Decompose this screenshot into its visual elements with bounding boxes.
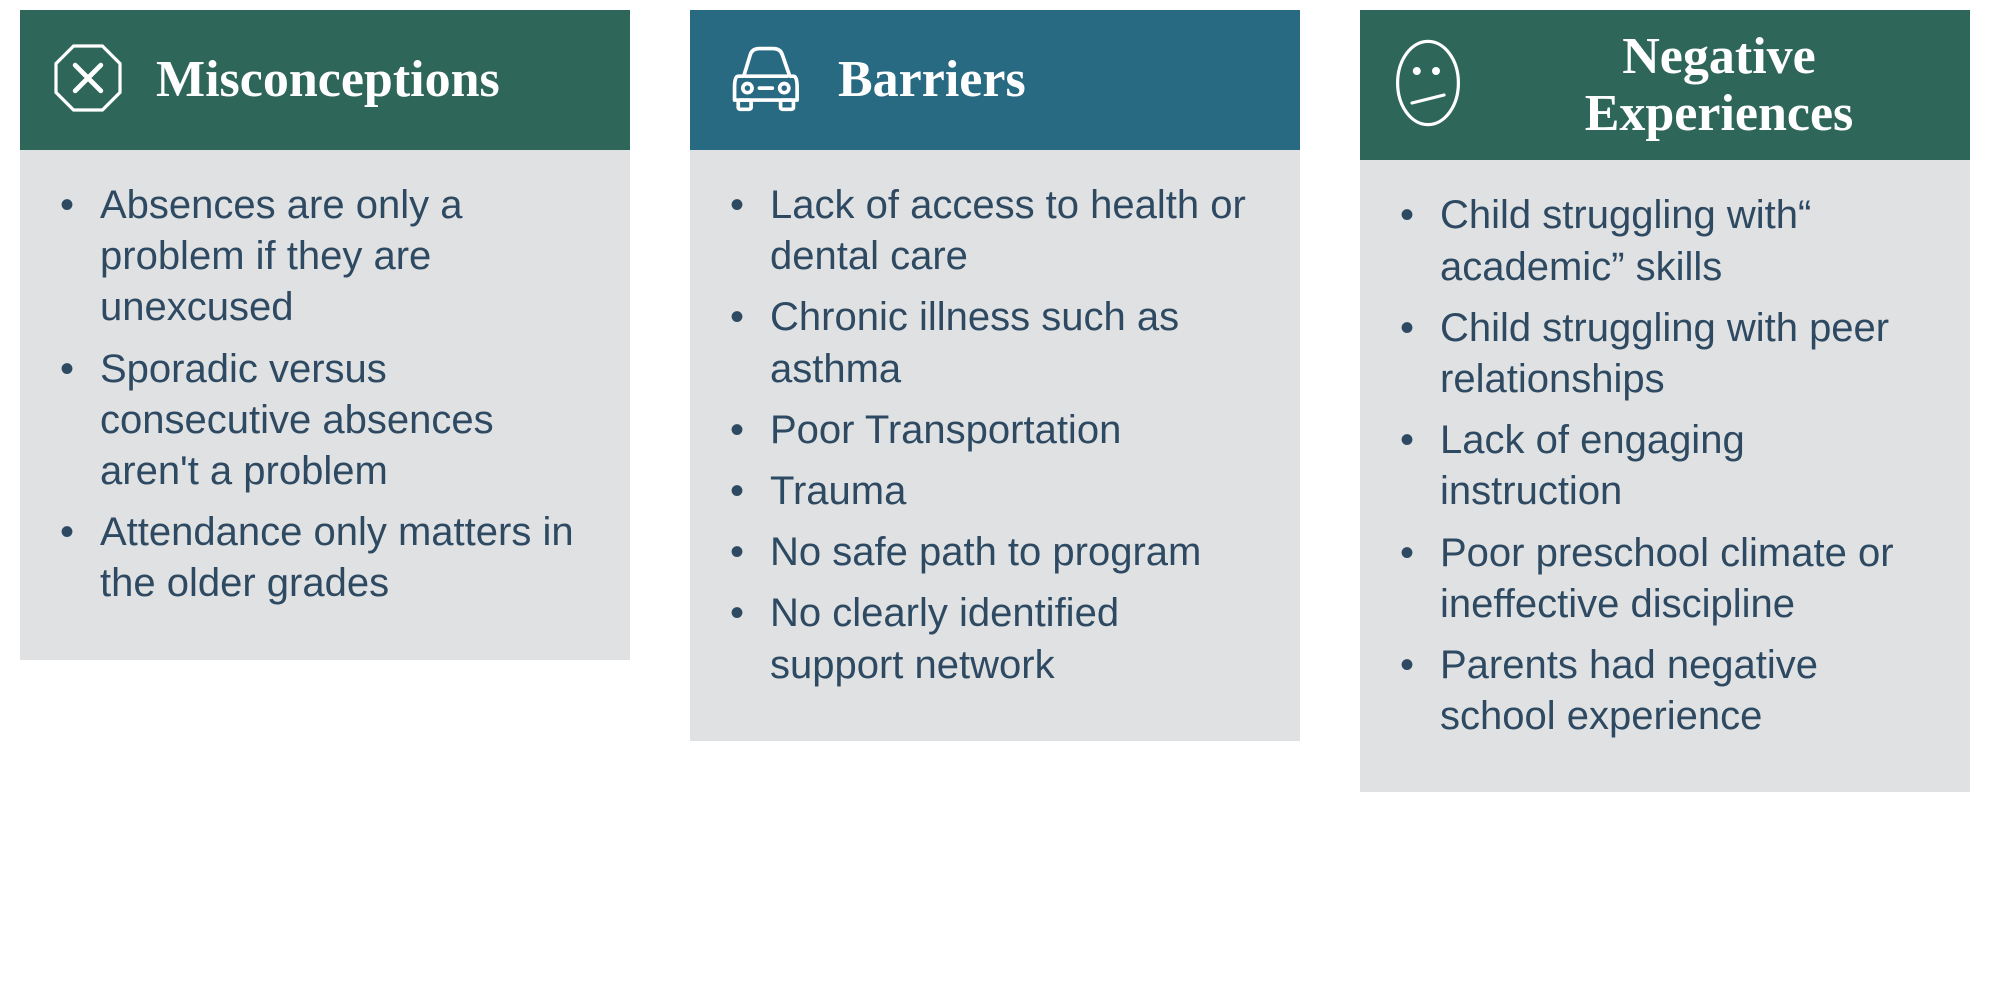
card-header-barriers: Barriers [690, 10, 1300, 150]
card-misconceptions: Misconceptions Absences are only a probl… [20, 10, 630, 660]
list-item: Sporadic versus consecutive absences are… [60, 344, 590, 498]
list-item: Attendance only matters in the older gra… [60, 507, 590, 609]
list-negative-experiences: Child struggling with“ academic” skills … [1400, 190, 1930, 742]
list-item: Child struggling with“ academic” skills [1400, 190, 1930, 292]
card-barriers: Barriers Lack of access to health or den… [690, 10, 1300, 741]
x-badge-icon [48, 38, 128, 123]
list-item: Chronic illness such as asthma [730, 292, 1260, 394]
card-negative-experiences: Negative Experiences Child struggling wi… [1360, 10, 1970, 792]
list-item: Parents had negative school experience [1400, 640, 1930, 742]
card-body-barriers: Lack of access to health or dental care … [690, 150, 1300, 741]
list-item: Trauma [730, 466, 1260, 517]
card-header-misconceptions: Misconceptions [20, 10, 630, 150]
card-title-negative-experiences: Negative Experiences [1496, 28, 1942, 142]
car-icon [718, 32, 810, 129]
list-item: Absences are only a problem if they are … [60, 180, 590, 334]
list-misconceptions: Absences are only a problem if they are … [60, 180, 590, 610]
card-body-misconceptions: Absences are only a problem if they are … [20, 150, 630, 660]
list-item: No clearly identified support network [730, 588, 1260, 690]
list-item: Poor preschool climate or ineffective di… [1400, 528, 1930, 630]
columns-container: Misconceptions Absences are only a probl… [20, 10, 1970, 792]
list-item: Lack of engaging instruction [1400, 415, 1930, 517]
list-barriers: Lack of access to health or dental care … [730, 180, 1260, 691]
card-header-negative-experiences: Negative Experiences [1360, 10, 1970, 160]
list-item: No safe path to program [730, 527, 1260, 578]
list-item: Poor Transportation [730, 405, 1260, 456]
card-title-misconceptions: Misconceptions [156, 51, 500, 108]
sad-face-icon [1388, 33, 1468, 138]
card-title-barriers: Barriers [838, 51, 1026, 108]
list-item: Child struggling with peer relationships [1400, 303, 1930, 405]
card-body-negative-experiences: Child struggling with“ academic” skills … [1360, 160, 1970, 792]
list-item: Lack of access to health or dental care [730, 180, 1260, 282]
